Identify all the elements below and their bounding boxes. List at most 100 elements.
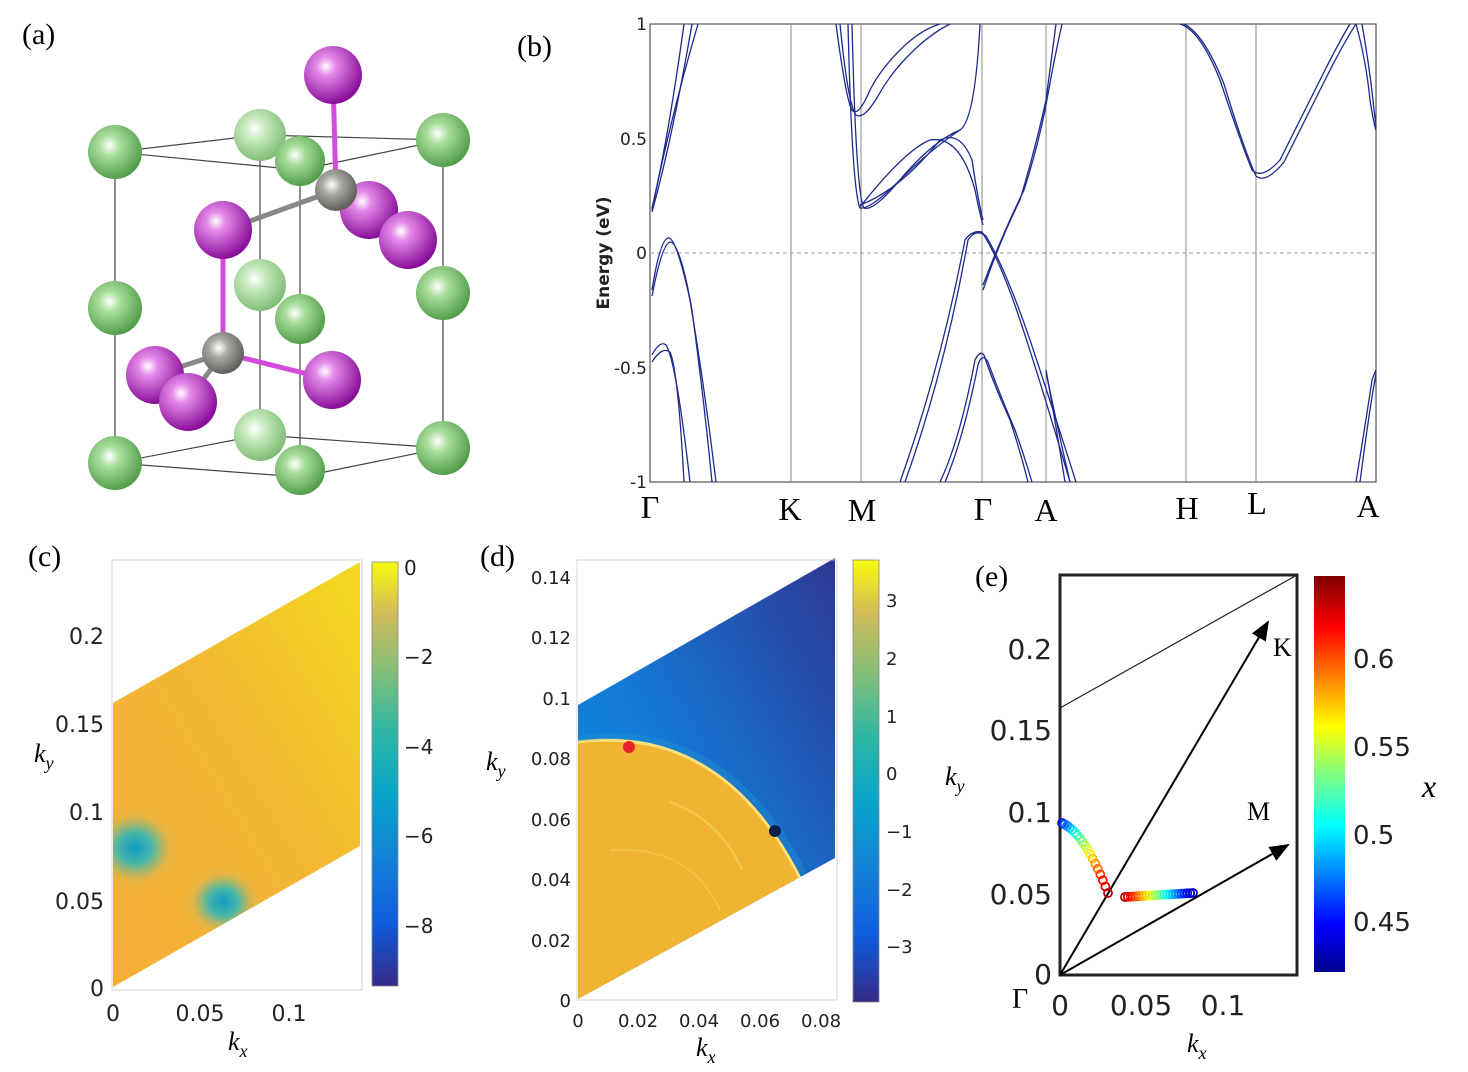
c-ytick: 0.15: [55, 713, 104, 738]
e-ytick: 0.1: [1007, 796, 1052, 829]
d-ylabel: ky: [486, 747, 506, 781]
kpoint-label: A: [1034, 492, 1057, 528]
band-curve: [651, 241, 713, 483]
crystal-structure: [88, 46, 470, 495]
panel-d-label: (d): [480, 540, 515, 573]
bz-boundary: [1059, 574, 1298, 709]
k-point-label: K: [1273, 633, 1292, 662]
band-curve: [835, 23, 941, 113]
band-curve: [651, 23, 699, 211]
kpoint-label: A: [1356, 488, 1379, 524]
band-curve: [1361, 23, 1377, 129]
band-structure-plot: Energy (eV) 1 0.5 0 -0.5 -1 Γ K M Γ A H …: [594, 15, 1380, 528]
e-ytick: 0.15: [990, 714, 1052, 747]
weyl-point-marker: [1069, 827, 1080, 838]
kpoint-label: Γ: [974, 491, 993, 527]
red-marker: [623, 741, 635, 753]
c-cbtick: −6: [404, 824, 433, 848]
e-cbtick: 0.6: [1353, 645, 1394, 675]
band-curve: [1183, 23, 1357, 179]
c-cbtick: 0: [404, 556, 417, 580]
m-point-label: M: [1247, 797, 1270, 826]
c-ylabel: ky: [34, 739, 54, 773]
band-curve: [1045, 371, 1071, 483]
panel-c-heatmap: 0 0.05 0.1 0.15 0.2 0 0.05 0.1 kx ky 0 −…: [34, 556, 433, 1061]
e-cbtick: 0.5: [1353, 821, 1394, 851]
d-xtick: 0.04: [679, 1011, 719, 1032]
kpoint-label: H: [1175, 490, 1198, 526]
d-cbtick: 0: [886, 764, 897, 785]
band-curve: [1179, 23, 1351, 174]
weyl-point-marker: [1067, 824, 1078, 835]
panel-e-label: (e): [975, 560, 1009, 593]
weyl-point-marker: [1103, 888, 1113, 898]
navy-marker: [769, 825, 781, 837]
d-cbtick: 3: [886, 591, 897, 612]
band-ytick: -1: [630, 473, 647, 493]
d-xtick: 0: [572, 1011, 583, 1032]
weyl-point-marker: [1092, 863, 1103, 874]
d-colorbar: [852, 559, 880, 1003]
c-xlabel: kx: [228, 1027, 248, 1061]
e-plot-frame: [1058, 573, 1299, 977]
band-curve: [651, 237, 717, 483]
e-xlabel: kx: [1187, 1029, 1207, 1063]
c-ytick: 0.05: [55, 890, 104, 915]
band-curve: [839, 23, 951, 117]
band-curve: [944, 357, 1033, 483]
band-curve: [904, 232, 1077, 483]
band-curve: [939, 352, 1029, 483]
e-ylabel: ky: [945, 762, 965, 796]
d-cbtick: −3: [886, 937, 913, 958]
d-ytick: 0.1: [542, 689, 571, 710]
band-ytick: 0.5: [620, 130, 647, 150]
d-ytick: 0.04: [531, 870, 571, 891]
weyl-point-marker: [1087, 853, 1098, 864]
e-ytick: 0: [1034, 958, 1052, 991]
band-curve: [899, 231, 1071, 483]
c-xtick: 0.05: [176, 1002, 225, 1027]
e-colorbar: [1314, 576, 1345, 972]
d-cbtick: −2: [886, 880, 913, 901]
d-ytick: 0.08: [531, 749, 571, 770]
d-xlabel: kx: [696, 1033, 716, 1067]
panel-c-label: (c): [28, 540, 62, 573]
band-curve: [1359, 371, 1377, 483]
band-ytick: 0: [636, 244, 647, 264]
band-curve: [651, 343, 691, 483]
c-cbtick: −8: [404, 914, 433, 938]
band-curve: [859, 138, 984, 226]
band-curve: [847, 23, 981, 209]
c-ytick: 0.1: [69, 801, 104, 826]
d-cbtick: 2: [886, 649, 897, 670]
gamma-point-label: Γ: [1012, 984, 1028, 1015]
band-curve: [651, 349, 685, 483]
band-curve: [1355, 23, 1377, 131]
c-ytick: 0.2: [69, 625, 104, 650]
gamma-k-arrow: [1059, 620, 1270, 976]
d-xtick: 0.08: [801, 1011, 841, 1032]
c-cbtick: −4: [404, 735, 433, 759]
minimum-spot: [179, 862, 267, 942]
weyl-point-marker: [1085, 848, 1096, 859]
d-ytick: 0: [560, 991, 571, 1012]
e-colorbar-title: x: [1421, 768, 1436, 804]
c-cbtick: −2: [404, 645, 433, 669]
kpoint-label: L: [1247, 485, 1267, 521]
d-ytick: 0.14: [531, 568, 571, 589]
c-xtick: 0: [106, 1002, 120, 1027]
band-curve: [851, 23, 961, 210]
c-colorbar: [371, 561, 399, 987]
panel-a-label: (a): [22, 18, 56, 51]
d-cbtick: −1: [886, 822, 913, 843]
band-ytick: 1: [636, 15, 647, 35]
band-curve: [1355, 369, 1377, 483]
kpoint-label: M: [848, 492, 876, 528]
weyl-point-marker: [1090, 858, 1101, 869]
e-xtick: 0: [1051, 989, 1069, 1022]
minimum-spot: [113, 802, 185, 894]
e-xtick: 0.1: [1201, 989, 1246, 1022]
kpoint-label: K: [778, 491, 801, 527]
c-xtick: 0.1: [272, 1002, 307, 1027]
band-ylabel: Energy (eV): [594, 196, 614, 309]
